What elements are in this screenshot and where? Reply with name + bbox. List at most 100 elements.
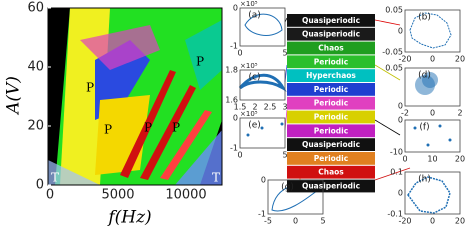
region-label: P bbox=[86, 81, 94, 95]
panel-y-tick: 0.05 bbox=[385, 6, 403, 15]
panel-x-tick: 0 bbox=[237, 49, 242, 58]
exponent: ×10⁵ bbox=[240, 110, 258, 118]
legend-swatch bbox=[287, 55, 375, 69]
legend-swatch bbox=[287, 41, 375, 55]
y-tick-label: 20 bbox=[27, 119, 44, 134]
panel-y-tick: 0 bbox=[233, 4, 238, 13]
panel-x-tick: 0 bbox=[237, 151, 242, 160]
panel-label: (g) bbox=[281, 183, 294, 193]
panel-y-tick: 1.6 bbox=[225, 96, 238, 105]
legend-label: Quasiperiodic bbox=[302, 16, 360, 25]
panel-frame bbox=[239, 69, 286, 101]
legend-swatch bbox=[287, 179, 375, 193]
legend-swatch bbox=[287, 96, 375, 110]
panel-label: (d) bbox=[418, 71, 431, 81]
panel-x-tick: 0 bbox=[430, 55, 435, 64]
panel-frame bbox=[239, 7, 286, 47]
legend-swatch bbox=[287, 27, 375, 41]
panel-x-tick: 3 bbox=[282, 103, 287, 112]
portraits bbox=[238, 12, 452, 214]
region-label: P bbox=[172, 121, 180, 135]
panel-x-tick: 20 bbox=[455, 217, 465, 226]
legend-label: Quasiperiodic bbox=[302, 30, 360, 39]
panel-x-tick: 2 bbox=[457, 109, 462, 118]
panel-x-tick: 20 bbox=[455, 155, 465, 164]
legend-swatch bbox=[287, 152, 375, 165]
legend-swatch bbox=[287, 110, 375, 124]
legend-label: Periodic bbox=[314, 154, 348, 163]
panel-label: (a) bbox=[248, 11, 261, 21]
panel-label: (e) bbox=[248, 121, 261, 131]
y-tick-label: 60 bbox=[27, 1, 44, 16]
x-tick-label: 5000 bbox=[101, 188, 134, 203]
region-label: P bbox=[196, 55, 204, 69]
panel-frame bbox=[239, 117, 286, 149]
panel-x-tick: 0 bbox=[293, 217, 298, 226]
x-tick-label: 0 bbox=[46, 188, 54, 203]
legend-label: Quasiperiodic bbox=[302, 140, 360, 149]
panel-x-tick: 20 bbox=[455, 55, 465, 64]
legend-label: Periodic bbox=[314, 85, 348, 94]
panel-frame bbox=[404, 119, 461, 153]
legend-label: Periodic bbox=[314, 113, 348, 122]
legend-swatch bbox=[287, 138, 375, 151]
exponent: ×10⁵ bbox=[240, 62, 258, 70]
legend-swatch bbox=[287, 165, 375, 179]
panel-x-tick: 0 bbox=[430, 217, 435, 226]
legend-label: Periodic bbox=[314, 99, 348, 108]
panel-y-tick: 0 bbox=[398, 27, 403, 36]
panel-y-tick: -0.1 bbox=[387, 210, 403, 219]
panel-label: (c) bbox=[249, 73, 261, 83]
panel-y-tick: -1 bbox=[230, 144, 238, 153]
y-tick-label: 40 bbox=[27, 60, 44, 75]
legend-label: Chaos bbox=[318, 168, 344, 177]
panel-x-tick: 1.5 bbox=[234, 103, 247, 112]
bifurcation-map bbox=[47, 7, 223, 186]
panel-x-tick: -5 bbox=[264, 217, 272, 226]
panel-y-tick: 0.1 bbox=[390, 168, 403, 177]
panel-y-tick: -0.05 bbox=[382, 48, 403, 57]
region-label: P bbox=[104, 123, 112, 137]
panel-y-tick: 0 bbox=[398, 102, 403, 111]
panel-x-tick: -20 bbox=[398, 55, 411, 64]
panel-frame bbox=[404, 171, 461, 215]
panel-label: (f) bbox=[419, 123, 429, 133]
x-tick-label: 10000 bbox=[165, 188, 206, 203]
y-tick-label: 0 bbox=[36, 178, 44, 193]
legend-label: Periodic bbox=[314, 57, 348, 66]
panel-x-tick: 5 bbox=[282, 49, 287, 58]
exponent: ×10⁵ bbox=[240, 0, 258, 8]
region-label: P bbox=[144, 121, 152, 135]
panel-frame bbox=[267, 179, 324, 215]
legend-label: Hyperchaos bbox=[306, 71, 356, 80]
region-label: T bbox=[51, 171, 59, 185]
panel-y-tick: 0 bbox=[398, 116, 403, 125]
panel-y-tick: 0 bbox=[398, 189, 403, 198]
panel-y-tick: -1 bbox=[230, 42, 238, 51]
panel-y-tick: 0 bbox=[233, 114, 238, 123]
panel-frame bbox=[404, 67, 461, 107]
panel-x-tick: 0 bbox=[402, 155, 407, 164]
panel-y-tick: -1 bbox=[258, 210, 266, 219]
legend-label: Periodic bbox=[314, 126, 348, 135]
region-label: T bbox=[212, 171, 220, 185]
legend-swatch bbox=[287, 124, 375, 138]
panel-label: (b) bbox=[418, 13, 431, 23]
panel-x-tick: 2 bbox=[252, 103, 257, 112]
panel-label: (h) bbox=[418, 175, 431, 185]
legend-swatch bbox=[287, 14, 375, 27]
x-axis-label: f(Hz) bbox=[106, 208, 151, 228]
panel-y-tick: 1.8 bbox=[225, 66, 238, 75]
panel-x-tick: -20 bbox=[398, 217, 411, 226]
panel-x-tick: 5 bbox=[320, 217, 325, 226]
panel-x-tick: 0 bbox=[430, 109, 435, 118]
panel-y-tick: 0 bbox=[261, 176, 266, 185]
panel-x-tick: -2 bbox=[401, 109, 409, 118]
panel-y-tick: -10 bbox=[390, 148, 403, 157]
panel-y-tick: 0.05 bbox=[385, 64, 403, 73]
panel-x-tick: 10 bbox=[427, 155, 437, 164]
legend-label: Quasiperiodic bbox=[302, 182, 360, 191]
panel-frame bbox=[404, 9, 461, 53]
y-axis-label: A(V) bbox=[4, 76, 24, 116]
